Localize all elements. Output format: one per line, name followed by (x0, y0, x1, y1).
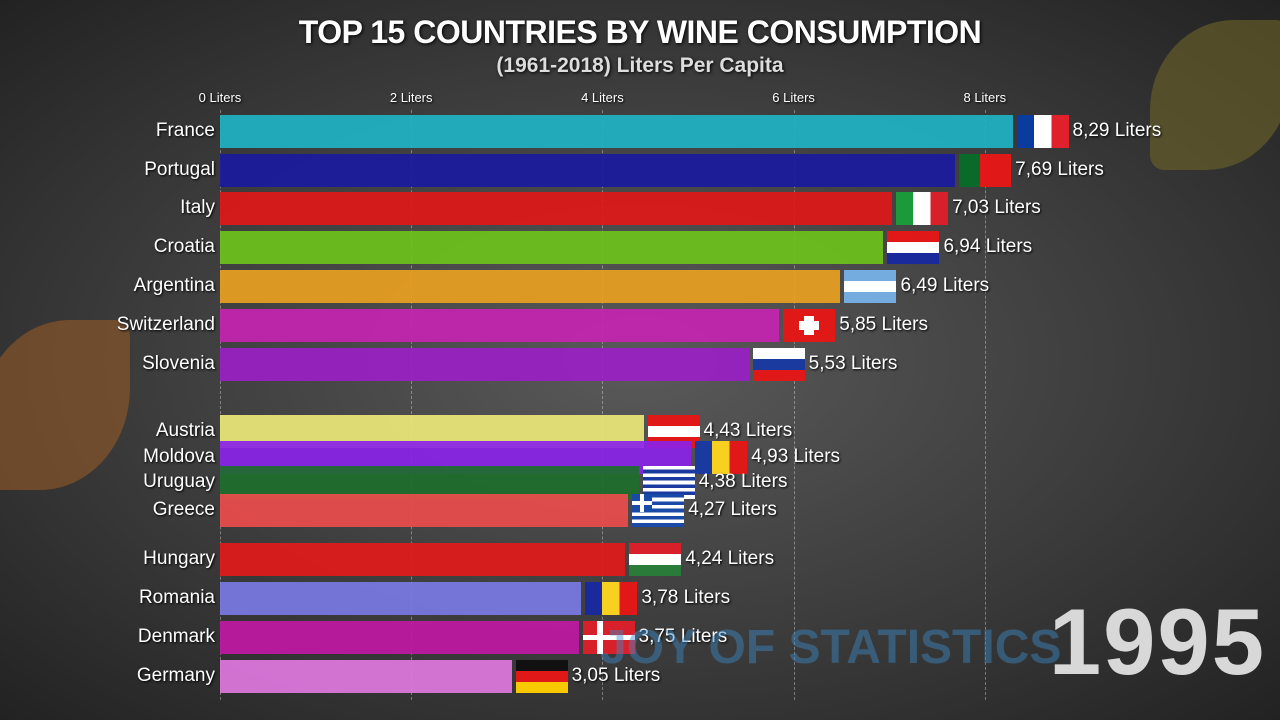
flag-icon-france (1016, 115, 1069, 148)
bar-switzerland (220, 309, 780, 342)
bar-greece (220, 494, 629, 527)
flag-icon-hungary (629, 543, 682, 576)
value-label-austria: 4,43 Liters (703, 420, 793, 441)
value-label-france: 8,29 Liters (1072, 120, 1162, 141)
flag-icon-slovenia (752, 348, 805, 381)
x-tick-label: 0 Liters (198, 90, 242, 105)
country-label-denmark: Denmark (137, 626, 215, 647)
gridline (984, 110, 986, 700)
value-label-portugal: 7,69 Liters (1015, 159, 1104, 180)
value-label-denmark: 3,75 Liters (638, 626, 728, 647)
flag-icon-uruguay (642, 466, 695, 499)
value-label-romania: 3,78 Liters (641, 587, 731, 608)
country-label-austria: Austria (155, 420, 215, 441)
bar-germany (220, 660, 512, 693)
bar-slovenia (220, 348, 749, 381)
gridline (602, 110, 604, 700)
country-label-hungary: Hungary (143, 548, 215, 569)
country-label-romania: Romania (138, 587, 215, 608)
country-label-portugal: Portugal (144, 159, 215, 180)
x-tick-label: 6 Liters (772, 90, 815, 105)
flag-icon-croatia (887, 231, 940, 264)
year-label: 1995 (1048, 589, 1266, 694)
value-label-germany: 3,05 Liters (571, 665, 661, 686)
x-tick-label: 4 Liters (581, 90, 624, 105)
country-label-croatia: Croatia (153, 236, 215, 257)
x-tick-label: 8 Liters (963, 90, 1007, 105)
flag-icon-germany (515, 660, 568, 693)
bg-leaf-left (0, 320, 130, 490)
flag-icon-moldova (695, 441, 748, 474)
gridline (411, 110, 413, 700)
country-label-switzerland: Switzerland (116, 314, 215, 335)
country-label-slovenia: Slovenia (142, 353, 215, 374)
flag-icon-switzerland (783, 309, 836, 342)
value-label-argentina: 6,49 Liters (900, 275, 990, 296)
value-label-italy: 7,03 Liters (952, 197, 1041, 218)
flag-icon-greece (632, 494, 685, 527)
bar-france (220, 115, 1013, 148)
country-label-italy: Italy (180, 197, 215, 218)
flag-icon-romania (585, 582, 638, 615)
gridline (220, 110, 221, 700)
value-label-croatia: 6,94 Liters (943, 236, 1033, 257)
value-label-uruguay: 4,38 Liters (698, 471, 788, 492)
bar-argentina (220, 270, 841, 303)
chart-title: TOP 15 COUNTRIES BY WINE CONSUMPTION (298, 14, 982, 50)
chart-subtitle: (1961-2018) Liters Per Capita (496, 54, 784, 77)
x-tick-label: 2 Liters (389, 90, 433, 105)
value-label-hungary: 4,24 Liters (685, 548, 775, 569)
bar-croatia (220, 231, 884, 264)
gridline (793, 110, 795, 700)
country-label-argentina: Argentina (133, 275, 215, 296)
bar-portugal (220, 154, 956, 187)
watermark: JOY OF STATISTICS (600, 621, 1062, 674)
country-label-germany: Germany (136, 665, 215, 686)
value-label-greece: 4,27 Liters (688, 499, 777, 520)
value-label-switzerland: 5,85 Liters (839, 314, 928, 335)
flag-icon-denmark (582, 621, 635, 654)
bar-hungary (220, 543, 626, 576)
bar-romania (220, 582, 582, 615)
country-label-france: France (155, 120, 215, 141)
value-label-moldova: 4,93 Liters (751, 446, 841, 467)
bar-denmark (220, 621, 579, 654)
flag-icon-italy (896, 192, 949, 225)
bar-uruguay (220, 466, 639, 499)
country-label-uruguay: Uruguay (143, 471, 215, 492)
country-label-moldova: Moldova (143, 446, 215, 467)
value-label-slovenia: 5,53 Liters (808, 353, 898, 374)
flag-icon-argentina (844, 270, 897, 303)
flag-icon-portugal (959, 154, 1012, 187)
bar-italy (220, 192, 893, 225)
country-label-greece: Greece (152, 499, 215, 520)
